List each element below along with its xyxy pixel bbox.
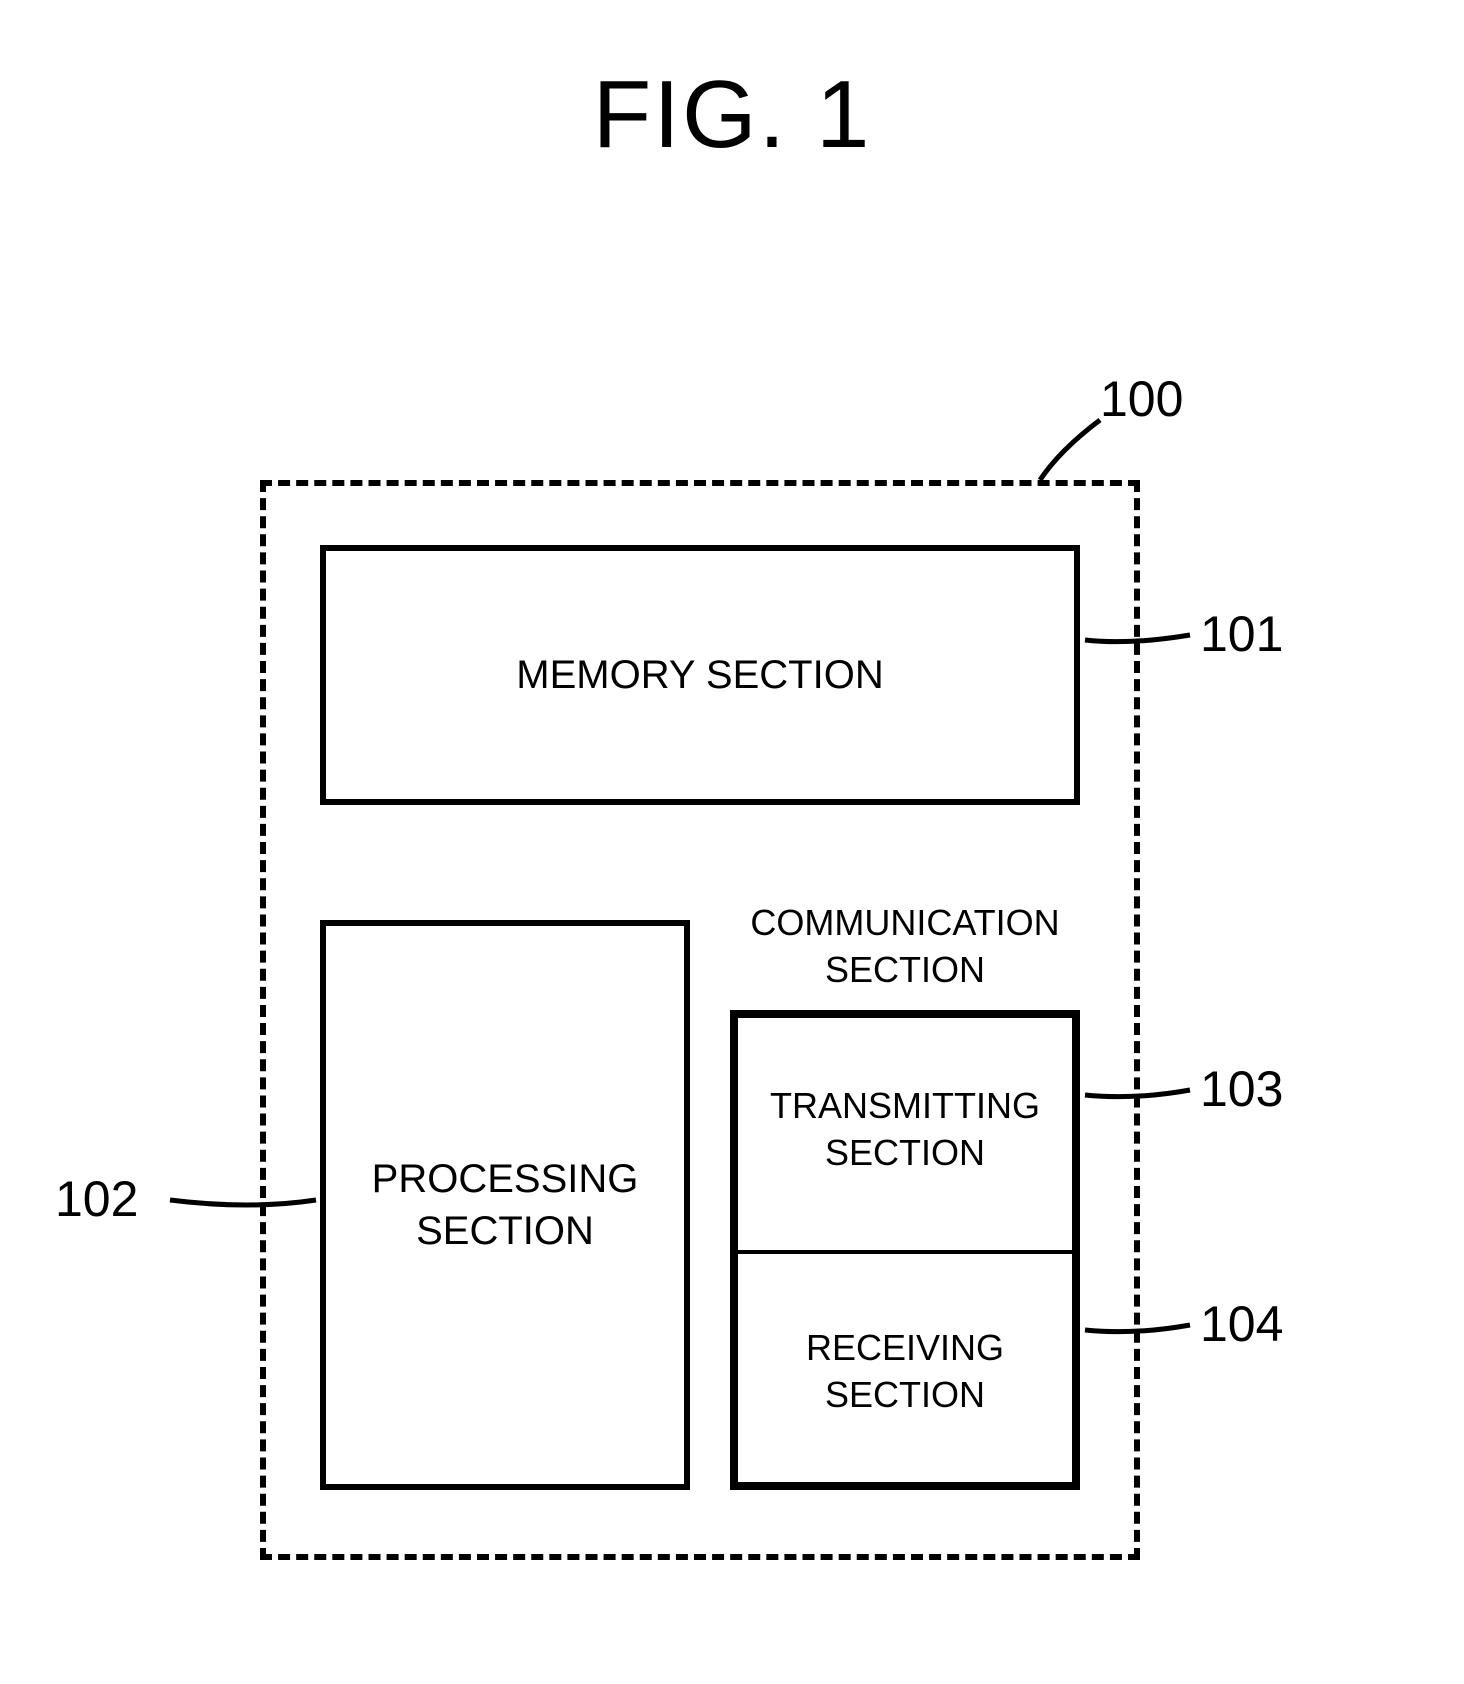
memory-section-label: MEMORY SECTION (516, 649, 883, 701)
receiving-section-label: RECEIVINGSECTION (806, 1325, 1004, 1419)
processing-section-label: PROCESSINGSECTION (372, 1153, 639, 1257)
ref-label-104: 104 (1200, 1295, 1283, 1353)
ref-label-100: 100 (1100, 370, 1183, 428)
ref-label-103: 103 (1200, 1060, 1283, 1118)
ref-label-101: 101 (1200, 605, 1283, 663)
transmitting-section-box: TRANSMITTINGSECTION (730, 1010, 1080, 1250)
transmitting-section-label: TRANSMITTINGSECTION (770, 1083, 1040, 1177)
communication-section-label: COMMUNICATIONSECTION (730, 900, 1080, 994)
processing-section-box: PROCESSINGSECTION (320, 920, 690, 1490)
receiving-section-box: RECEIVINGSECTION (730, 1250, 1080, 1490)
figure-title: FIG. 1 (593, 60, 872, 170)
ref-label-102: 102 (55, 1170, 138, 1228)
memory-section-box: MEMORY SECTION (320, 545, 1080, 805)
